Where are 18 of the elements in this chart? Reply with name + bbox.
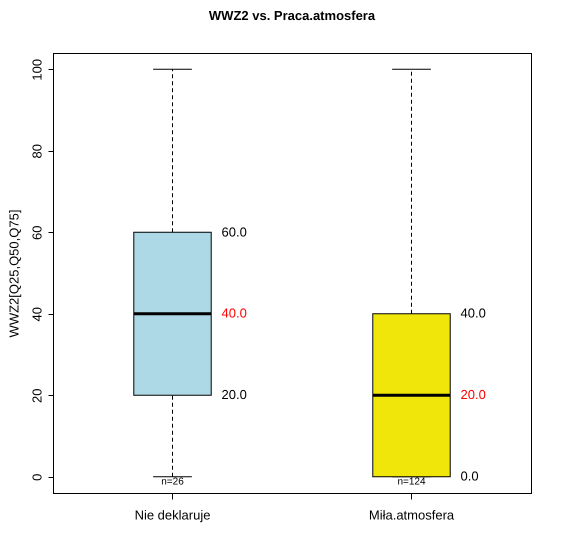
y-tick-label: 80 xyxy=(30,144,44,159)
y-tick-label: 100 xyxy=(30,58,44,81)
y-tick-label: 40 xyxy=(30,307,44,322)
annotation: 20.0 xyxy=(222,387,247,402)
x-tick-label: Miła.atmosfera xyxy=(368,508,455,522)
annotation: n=124 xyxy=(397,476,426,488)
annotation: 40.0 xyxy=(222,306,247,321)
annotation: n=26 xyxy=(161,476,184,488)
y-axis-title: WWZ2[Q25,Q50,Q75] xyxy=(6,210,22,338)
y-tick-label: 60 xyxy=(30,226,44,240)
annotation: 60.0 xyxy=(222,224,247,240)
y-tick-label: 0 xyxy=(30,474,44,481)
x-tick-label: Nie deklaruje xyxy=(134,508,210,522)
annotation: 20.0 xyxy=(460,387,486,402)
annotation: 40.0 xyxy=(460,306,486,321)
chart-title: WWZ2 vs. Praca.atmosfera xyxy=(208,8,376,23)
y-tick-label: 20 xyxy=(30,388,44,403)
annotation: 0.0 xyxy=(460,468,479,484)
